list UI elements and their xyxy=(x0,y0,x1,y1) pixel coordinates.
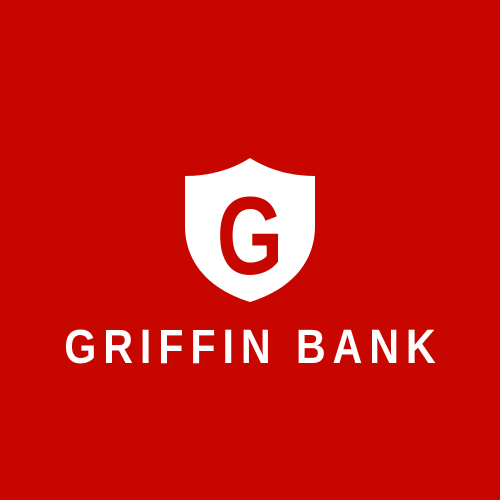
monogram-letter: G xyxy=(217,175,284,298)
shield-icon: G xyxy=(183,156,317,304)
brand-name: GRIFFIN BANK xyxy=(64,321,443,374)
